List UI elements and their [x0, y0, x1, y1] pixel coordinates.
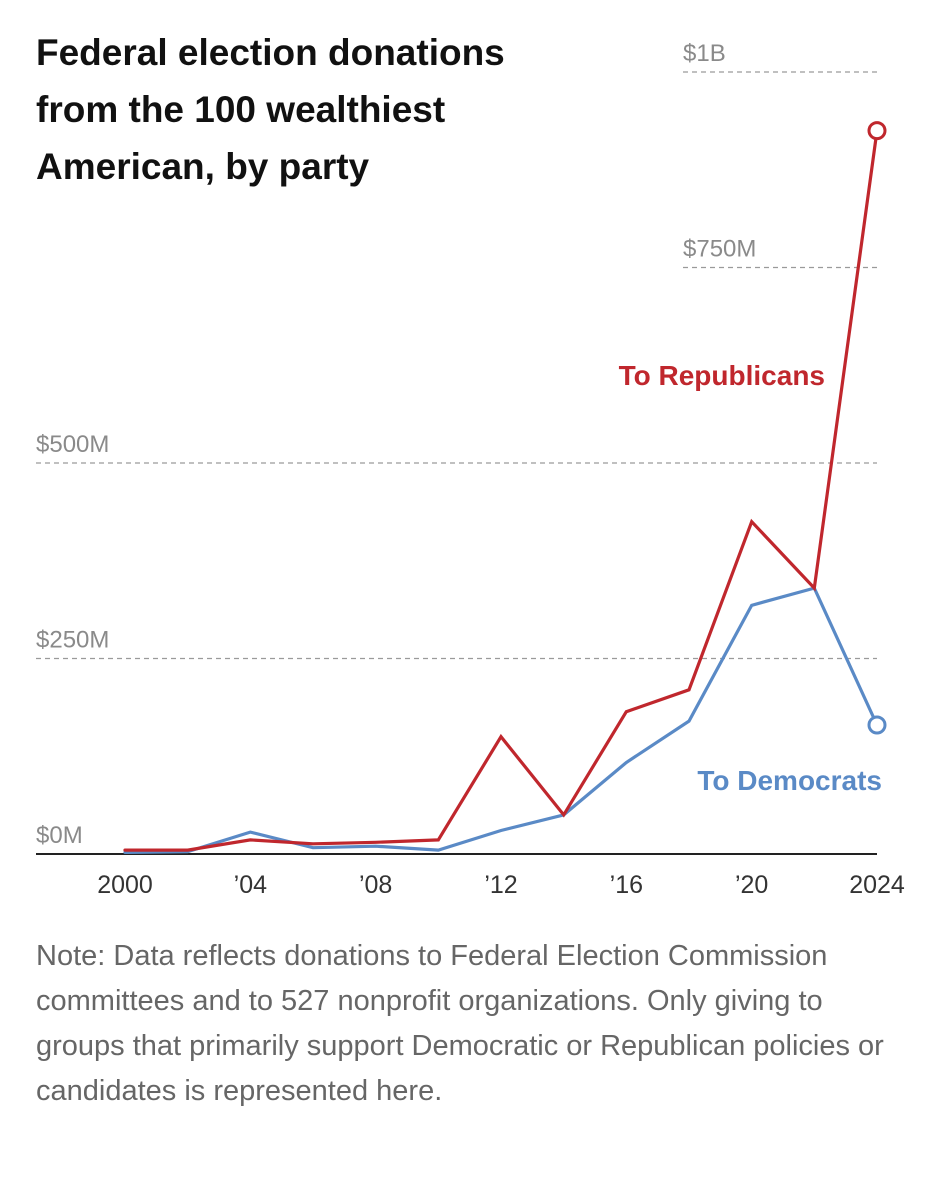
y-tick-label-3: $750M: [683, 236, 756, 263]
x-tick-label-2: ’08: [359, 871, 392, 899]
x-tick-label-3: ’12: [484, 871, 517, 899]
y-tick-label-1: $250M: [36, 627, 109, 654]
series-line-to-democrats: [123, 586, 879, 855]
end-point-to-republicans: [867, 121, 887, 141]
x-tick-label-0: 2000: [97, 871, 153, 899]
x-tick-label-6: 2024: [849, 871, 905, 899]
series-label-republicans: To Republicans: [619, 360, 825, 391]
series-lines: [123, 121, 887, 855]
x-tick-label-1: ’04: [234, 871, 267, 899]
line-chart: $0M $250M $500M $750M $1B 2000 ’04 ’08 ’12 ’16 ’2…: [36, 40, 905, 899]
x-axis-labels: 2000 ’04 ’08 ’12 ’16 ’20 2024: [97, 871, 905, 899]
chart-note: Note: Data reflects donations to Federal…: [36, 940, 884, 1107]
series-line-to-republicans: [123, 129, 879, 852]
y-tick-label-2: $500M: [36, 431, 109, 458]
y-axis-labels: $0M $250M $500M $750M $1B: [36, 40, 756, 849]
x-tick-label-5: ’20: [735, 871, 768, 899]
series-label-democrats: To Democrats: [697, 765, 882, 796]
chart-title: Federal election donations from the 100 …: [36, 32, 505, 187]
x-tick-label-4: ’16: [610, 871, 643, 899]
y-tick-label-4: $1B: [683, 40, 726, 67]
end-point-to-democrats: [867, 715, 887, 735]
y-tick-label-0: $0M: [36, 822, 83, 849]
